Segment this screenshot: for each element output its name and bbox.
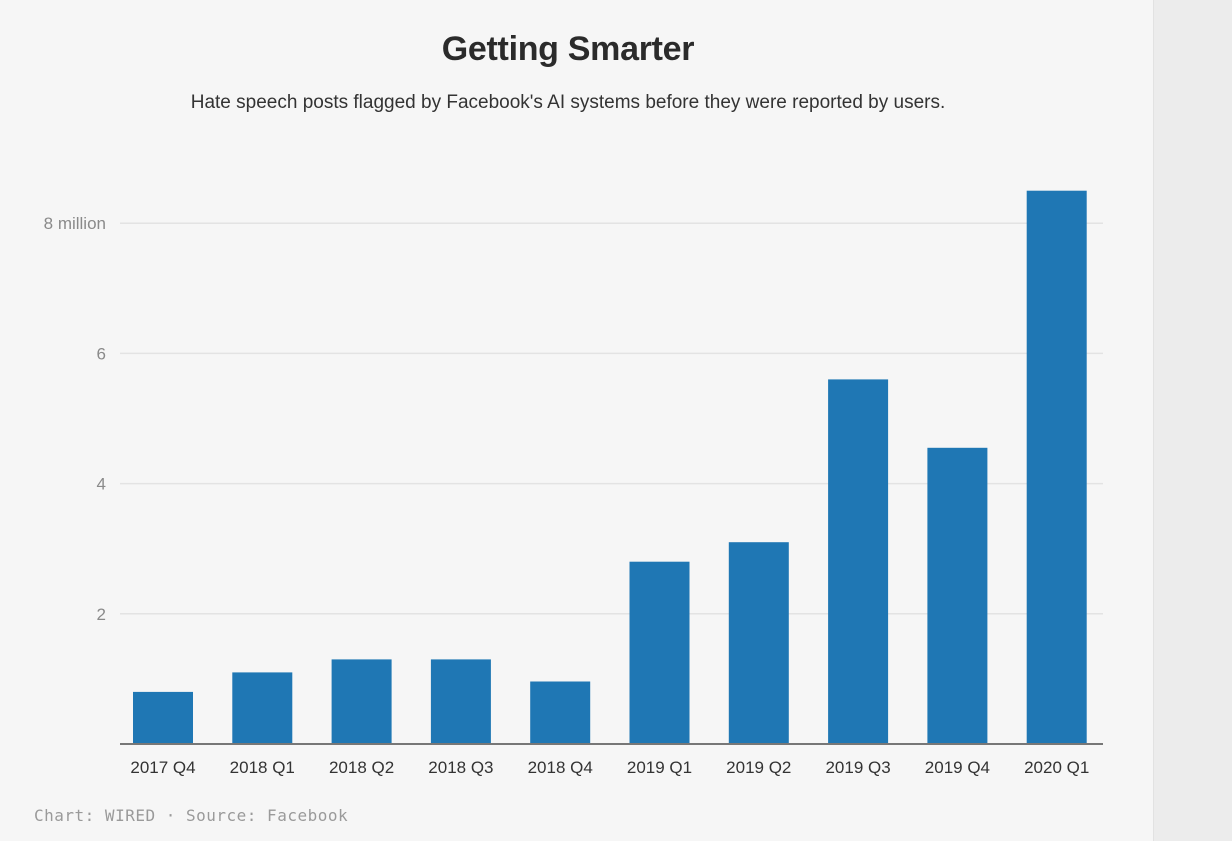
x-axis-ticks: 2017 Q4 2018 Q1 2018 Q2 2018 Q3 2018 Q4 2019 … [130,758,1089,777]
x-tick-label: 2018 Q1 [230,758,295,777]
bars [133,190,1087,744]
x-tick-label: 2017 Q4 [130,758,195,777]
bar-2018-q2 [331,659,392,744]
x-tick-label: 2018 Q4 [528,758,593,777]
y-tick-label: 6 [97,344,106,363]
x-tick-label: 2020 Q1 [1024,758,1089,777]
bar-2018-q1 [232,672,293,744]
bar-2020-q1 [1026,190,1087,744]
chart-subtitle: Hate speech posts flagged by Facebook's … [190,92,946,113]
side-margin [1153,0,1232,841]
x-tick-label: 2019 Q4 [925,758,990,777]
y-tick-label: 8 million [44,214,106,233]
bar-2019-q1 [629,561,690,744]
x-tick-label: 2018 Q3 [428,758,493,777]
y-tick-label: 4 [97,475,106,494]
bar-chart: 2 4 6 8 million 2017 Q4 2018 Q1 2018 Q2 2018 Q… [44,190,1103,777]
bar-2017-q4 [133,691,193,744]
x-tick-label: 2019 Q2 [726,758,791,777]
bar-2019-q3 [828,379,889,744]
x-tick-label: 2018 Q2 [329,758,394,777]
x-tick-label: 2019 Q1 [627,758,692,777]
y-tick-label: 2 [97,605,106,624]
bar-2019-q2 [728,542,789,744]
bar-2018-q3 [430,659,491,744]
bar-2019-q4 [927,447,988,744]
chart-credit: Chart: WIRED · Source: Facebook [34,806,349,825]
x-tick-label: 2019 Q3 [825,758,890,777]
chart-title: Getting Smarter [441,30,695,68]
y-axis-ticks: 2 4 6 8 million [44,214,106,624]
bar-2018-q4 [530,681,591,744]
